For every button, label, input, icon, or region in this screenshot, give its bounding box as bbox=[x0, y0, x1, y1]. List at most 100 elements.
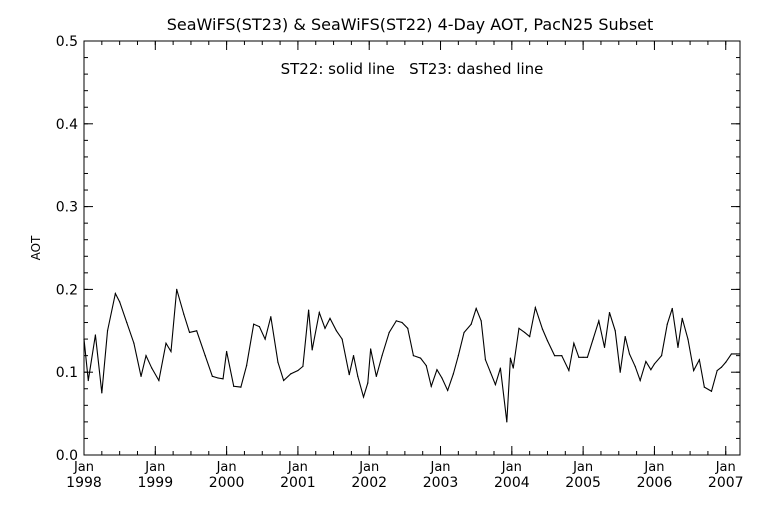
data-point bbox=[671, 307, 673, 310]
data-point bbox=[518, 327, 520, 329]
data-point bbox=[119, 301, 121, 303]
data-point bbox=[308, 309, 310, 311]
data-point bbox=[650, 369, 652, 371]
x-tick-year-label: 2003 bbox=[423, 475, 459, 491]
y-tick-label: 0.4 bbox=[56, 117, 78, 133]
data-point bbox=[375, 375, 377, 377]
data-point bbox=[512, 367, 514, 369]
data-point bbox=[140, 375, 142, 377]
data-point bbox=[725, 361, 727, 363]
data-point bbox=[506, 421, 508, 423]
x-tick-year-label: 2002 bbox=[351, 475, 387, 491]
data-point bbox=[628, 353, 631, 355]
x-tick-year-label: 2006 bbox=[637, 475, 673, 491]
y-tick-label: 0.2 bbox=[56, 282, 78, 298]
x-tick-month-label: Jan bbox=[144, 460, 165, 475]
data-point bbox=[730, 353, 733, 355]
axis-ticks: 0.00.10.20.30.40.5Jan1998Jan1999Jan2000J… bbox=[56, 34, 744, 491]
data-point bbox=[666, 323, 668, 325]
data-point bbox=[568, 369, 570, 372]
data-point bbox=[412, 355, 415, 357]
data-point bbox=[196, 330, 198, 332]
data-point bbox=[381, 355, 383, 357]
data-point bbox=[586, 356, 589, 358]
data-point bbox=[529, 335, 531, 338]
y-tick-label: 0.3 bbox=[56, 200, 78, 216]
data-point bbox=[509, 357, 511, 359]
x-tick-year-label: 2000 bbox=[209, 475, 245, 491]
data-point bbox=[430, 385, 432, 387]
data-point bbox=[619, 371, 621, 373]
data-point bbox=[133, 342, 135, 344]
data-point bbox=[578, 356, 580, 358]
data-point bbox=[335, 330, 338, 332]
data-point bbox=[419, 357, 422, 359]
data-point bbox=[388, 331, 390, 334]
data-point bbox=[407, 327, 409, 329]
x-tick-year-label: 2001 bbox=[280, 475, 316, 491]
data-point bbox=[324, 327, 326, 329]
data-point bbox=[592, 338, 594, 340]
data-point bbox=[240, 386, 242, 388]
y-tick-label: 0.1 bbox=[56, 365, 78, 381]
data-point bbox=[554, 355, 556, 357]
x-tick-month-label: Jan bbox=[287, 460, 308, 475]
x-tick-year-label: 2005 bbox=[565, 475, 601, 491]
x-tick-year-label: 2007 bbox=[708, 475, 744, 491]
data-point bbox=[484, 359, 487, 361]
data-point bbox=[283, 379, 285, 382]
data-point bbox=[720, 366, 723, 368]
chart-title: SeaWiFS(ST23) & SeaWiFS(ST22) 4-Day AOT,… bbox=[167, 15, 654, 34]
data-point bbox=[457, 355, 459, 357]
data-point bbox=[475, 307, 477, 310]
data-point bbox=[480, 320, 482, 322]
data-point bbox=[204, 355, 206, 357]
data-point bbox=[598, 320, 600, 322]
data-point bbox=[94, 334, 97, 336]
x-tick-month-label: Jan bbox=[501, 460, 522, 475]
data-point bbox=[114, 292, 116, 295]
data-point bbox=[258, 326, 261, 328]
data-point bbox=[698, 359, 700, 361]
data-point bbox=[677, 346, 679, 348]
data-point bbox=[425, 364, 427, 367]
data-point bbox=[634, 365, 636, 368]
data-point bbox=[348, 374, 350, 376]
x-tick-month-label: Jan bbox=[715, 460, 736, 475]
data-point bbox=[614, 330, 616, 332]
data-point bbox=[357, 375, 359, 377]
x-tick-month-label: Jan bbox=[358, 460, 379, 475]
data-point bbox=[290, 373, 292, 375]
data-point bbox=[253, 323, 255, 325]
data-point bbox=[106, 330, 109, 332]
data-point bbox=[452, 373, 454, 375]
data-point bbox=[318, 311, 320, 314]
y-tick-label: 0.0 bbox=[56, 448, 78, 464]
data-point bbox=[297, 369, 299, 372]
data-point bbox=[370, 348, 372, 350]
data-point bbox=[653, 363, 656, 365]
data-point bbox=[582, 356, 584, 358]
data-point bbox=[170, 350, 172, 353]
data-point bbox=[703, 386, 705, 388]
data-point bbox=[716, 369, 718, 372]
data-point bbox=[188, 331, 191, 334]
data-point bbox=[645, 360, 647, 363]
x-tick-month-label: Jan bbox=[73, 460, 94, 475]
data-point bbox=[311, 349, 313, 351]
data-point bbox=[165, 342, 167, 344]
x-tick-month-label: Jan bbox=[429, 460, 450, 475]
data-point bbox=[624, 335, 626, 338]
data-point bbox=[264, 338, 266, 340]
data-point bbox=[710, 390, 713, 392]
data-point bbox=[573, 342, 575, 344]
data-point bbox=[126, 321, 128, 324]
data-point bbox=[693, 369, 695, 372]
data-point bbox=[395, 320, 397, 322]
data-point bbox=[470, 323, 472, 325]
data-point bbox=[681, 317, 683, 319]
series-layer bbox=[83, 288, 741, 423]
data-point bbox=[447, 389, 449, 392]
x-tick-year-label: 1998 bbox=[66, 475, 102, 491]
